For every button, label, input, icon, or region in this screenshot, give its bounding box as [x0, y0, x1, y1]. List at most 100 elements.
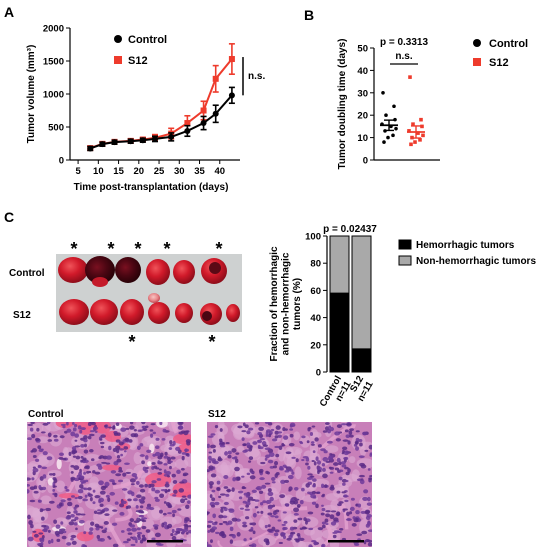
data-point-s12	[413, 140, 417, 144]
data-point-control	[127, 138, 134, 145]
legend-label-control: Control	[489, 38, 528, 50]
panel-letter-a: A	[4, 4, 14, 20]
y-tick-label: 40	[310, 313, 321, 324]
data-point-s12	[416, 131, 420, 135]
x-tick-label: 10	[93, 166, 104, 177]
data-point-s12	[407, 129, 411, 133]
data-point-s12	[418, 138, 422, 142]
legend-marker-hemorrhagic	[398, 239, 412, 250]
y-tick-label: 0	[59, 156, 64, 167]
hemorrhagic-asterisk: *	[107, 239, 114, 259]
y-tick-label: 10	[357, 133, 368, 144]
bar-segment-hemorrhagic-tumors	[329, 292, 350, 373]
scale-bar	[328, 540, 364, 543]
tumor-volume-chart: 0 500 1000 1500 2000 5 10 15 20 25 30 35 40 Time post…	[26, 24, 265, 194]
hemorrhagic-asterisk: *	[128, 332, 135, 352]
data-point-s12	[212, 75, 219, 82]
x-tick-label: 40	[214, 166, 225, 177]
legend-marker-control	[114, 35, 122, 43]
legend-label-hemorrhagic: Hemorrhagic tumors	[416, 240, 515, 251]
photo-row-label-control: Control	[9, 268, 45, 279]
category-label-control: Controln=11	[318, 373, 354, 414]
p-value-label: p = 0.3313	[380, 37, 429, 48]
y-tick-label: 500	[48, 123, 64, 134]
data-point-control	[392, 104, 396, 109]
data-point-control	[228, 92, 235, 99]
data-point-s12	[408, 75, 412, 79]
legend-label-control: Control	[128, 34, 167, 46]
histology-label-s12: S12	[208, 409, 226, 420]
data-point-s12	[228, 56, 235, 63]
y-tick-label: 2000	[43, 24, 64, 35]
hemorrhagic-asterisk: *	[208, 332, 215, 352]
hemorrhagic-asterisk: *	[134, 239, 141, 259]
panel-letter-b: B	[304, 7, 314, 23]
hemorrhagic-asterisk: *	[163, 239, 170, 259]
data-point-control	[184, 127, 191, 134]
histology-label-control: Control	[28, 409, 64, 420]
legend-label-non-hemorrhagic: Non-hemorrhagic tumors	[416, 256, 536, 267]
data-point-control	[381, 91, 385, 95]
x-tick-label: 15	[113, 166, 124, 177]
hemorrhagic-asterisk: *	[70, 239, 77, 259]
y-tick-label: 20	[310, 340, 321, 351]
data-point-s12	[409, 142, 413, 147]
x-axis-title: Time post-transplantation (days)	[74, 182, 229, 193]
histology-image-s12	[207, 422, 372, 547]
legend-label-s12: S12	[489, 57, 509, 69]
y-tick-label: 40	[357, 66, 368, 77]
x-tick-label: 20	[134, 166, 145, 177]
data-point-control	[99, 141, 106, 148]
x-tick-label: 30	[174, 166, 185, 177]
legend-marker-s12	[114, 56, 122, 64]
series-line-s12	[89, 58, 233, 150]
legend-marker-s12	[473, 58, 481, 66]
y-tick-label: 60	[310, 286, 321, 297]
data-point-s12	[420, 124, 424, 129]
histology-image-control	[27, 422, 191, 547]
y-axis-title: Tumor volume (mm³)	[26, 45, 37, 144]
data-point-control	[391, 133, 395, 138]
data-point-control	[87, 145, 94, 152]
data-point-control	[212, 110, 219, 117]
significance-label: n.s.	[248, 71, 265, 82]
data-point-s12	[419, 117, 423, 122]
data-point-control	[394, 126, 398, 131]
data-point-s12	[184, 120, 191, 127]
data-point-s12	[200, 107, 207, 114]
series-line-control	[89, 94, 233, 150]
hemorrhagic-asterisk: *	[215, 239, 222, 259]
data-point-control	[168, 133, 175, 140]
y-tick-label: 20	[357, 111, 368, 122]
legend-marker-non-hemorrhagic	[398, 255, 412, 266]
bar-segment-non-hemorrhagic-tumors	[329, 235, 350, 294]
legend-marker-control	[473, 39, 481, 47]
x-tick-label: 35	[194, 166, 205, 177]
legend-label-s12: S12	[128, 55, 148, 67]
data-point-control	[139, 137, 146, 144]
data-point-control	[111, 139, 118, 146]
bar-segment-non-hemorrhagic-tumors	[351, 235, 372, 350]
data-point-control	[386, 135, 390, 140]
significance-label: n.s.	[395, 51, 412, 62]
y-tick-label: 80	[310, 259, 321, 270]
scale-bar	[147, 540, 183, 543]
p-value-label: p = 0.02437	[323, 224, 377, 235]
y-tick-label: 1500	[43, 57, 64, 68]
x-tick-label: 5	[75, 166, 81, 177]
y-axis-title: Fraction of hemorrhagicand non-hemorrhag…	[269, 246, 303, 361]
doubling-time-chart: 0 10 20 30 40 50 Tumor doubling time (days) p =…	[337, 37, 528, 169]
x-tick-label: 25	[154, 166, 165, 177]
data-point-control	[384, 113, 388, 117]
tumor-photo	[56, 254, 242, 332]
data-point-s12	[411, 122, 415, 126]
data-point-control	[393, 117, 397, 122]
tumor-photo-annotations: * * * * * * *	[70, 239, 222, 352]
y-tick-label: 50	[357, 44, 368, 55]
y-tick-label: 100	[305, 232, 321, 243]
photo-row-label-s12: S12	[13, 310, 31, 321]
panel-letter-c: C	[4, 209, 14, 225]
y-tick-label: 0	[363, 156, 368, 167]
